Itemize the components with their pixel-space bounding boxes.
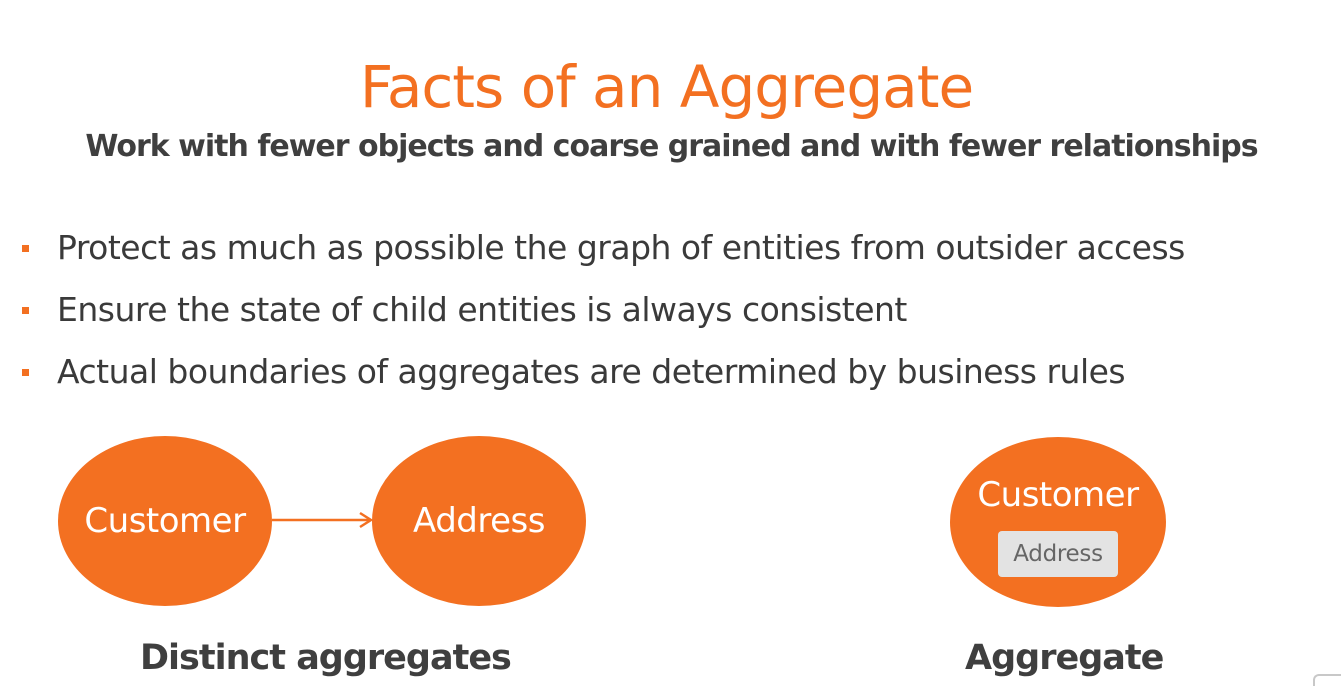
customer-node: Customer: [58, 436, 272, 606]
bullet-item: Protect as much as possible the graph of…: [22, 217, 1185, 279]
slide-title: Facts of an Aggregate: [359, 53, 974, 121]
bullet-text: Actual boundaries of aggregates are dete…: [57, 352, 1126, 391]
arrow-right-icon: [272, 511, 374, 529]
aggregate-customer-node: Customer Address: [950, 437, 1166, 607]
bullet-text: Protect as much as possible the graph of…: [57, 228, 1185, 267]
square-bullet-icon: [22, 368, 29, 376]
bullet-item: Ensure the state of child entities is al…: [22, 279, 1185, 341]
customer-node-label: Customer: [84, 501, 246, 541]
bullet-text: Ensure the state of child entities is al…: [57, 290, 907, 329]
distinct-aggregates-caption: Distinct aggregates: [140, 638, 512, 678]
slide-subtitle: Work with fewer objects and coarse grain…: [85, 129, 1258, 164]
square-bullet-icon: [22, 244, 29, 252]
aggregate-customer-label: Customer: [977, 475, 1139, 515]
bullet-list: Protect as much as possible the graph of…: [22, 217, 1185, 403]
aggregate-address-box: Address: [998, 531, 1118, 577]
address-node-label: Address: [413, 501, 545, 541]
bullet-item: Actual boundaries of aggregates are dete…: [22, 341, 1185, 403]
address-node: Address: [372, 436, 586, 606]
aggregate-caption: Aggregate: [965, 638, 1164, 678]
square-bullet-icon: [22, 306, 29, 314]
corner-control-icon: [1313, 674, 1341, 686]
